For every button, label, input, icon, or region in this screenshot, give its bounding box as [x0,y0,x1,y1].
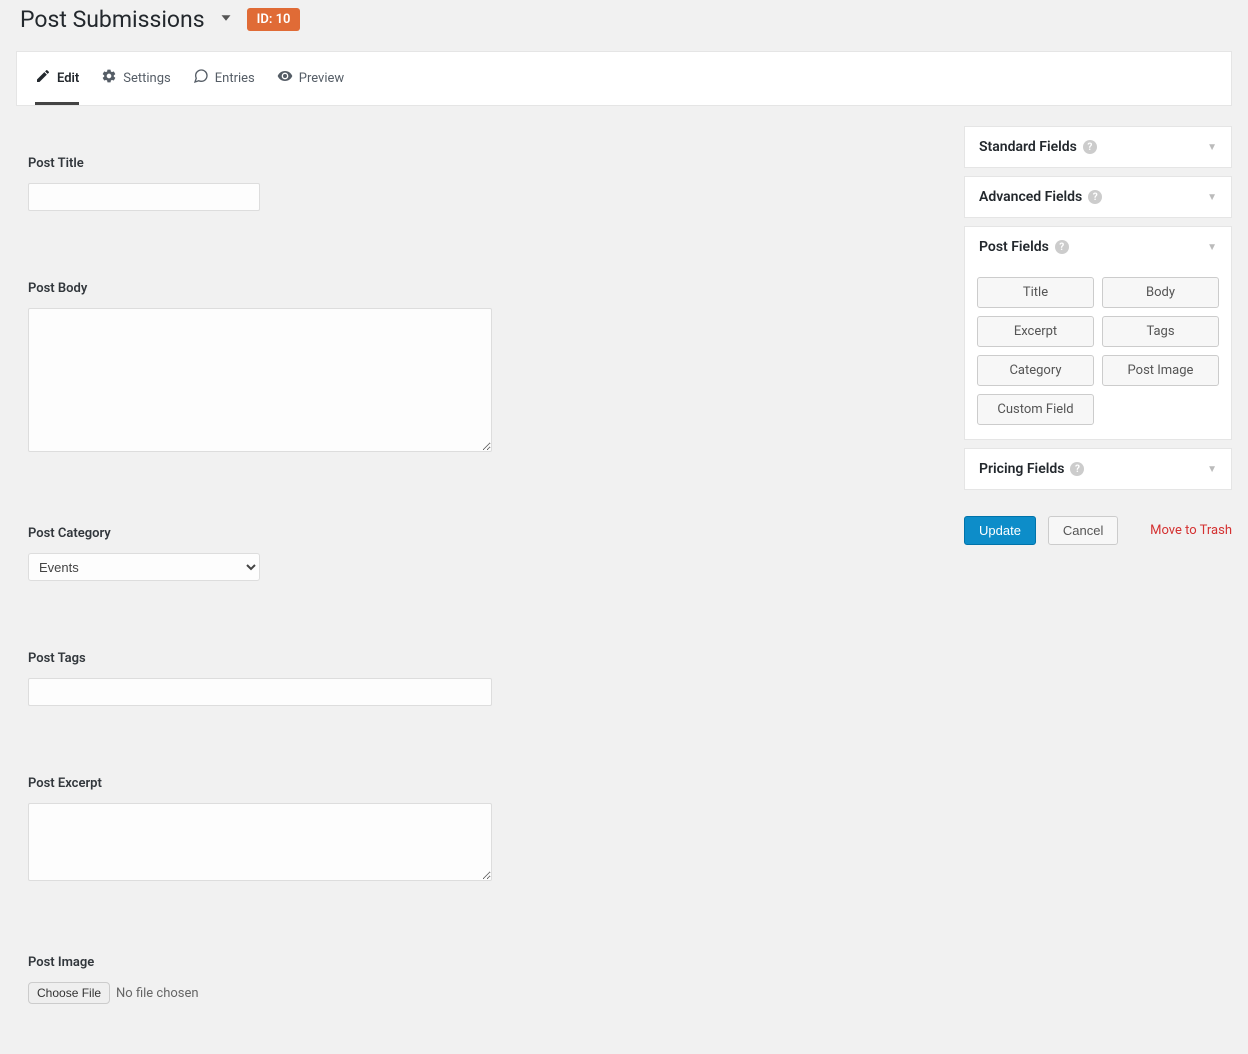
choose-file-button[interactable]: Choose File [28,982,110,1004]
post-excerpt-textarea[interactable] [28,803,492,881]
panel-title-text: Advanced Fields [979,189,1082,205]
post-category-select[interactable]: Events [28,553,260,581]
tab-label: Edit [57,71,79,86]
post-title-input[interactable] [28,183,260,211]
panel-pricing-fields: Pricing Fields ? ▼ [964,448,1232,490]
panel-standard-fields: Standard Fields ? ▼ [964,126,1232,168]
help-icon[interactable]: ? [1083,140,1097,154]
cancel-button[interactable]: Cancel [1048,516,1118,545]
panel-title-text: Standard Fields [979,139,1077,155]
tab-label: Preview [299,71,344,86]
field-label: Post Tags [28,651,944,666]
add-category-button[interactable]: Category [977,355,1094,386]
panel-toggle[interactable]: Post Fields ? ▼ [965,227,1231,267]
tab-bar: Edit Settings Entries Preview [16,51,1232,106]
add-body-button[interactable]: Body [1102,277,1219,308]
field-post-image: Post Image Choose File No file chosen [28,955,944,1004]
help-icon[interactable]: ? [1088,190,1102,204]
panel-toggle[interactable]: Pricing Fields ? ▼ [965,449,1231,489]
field-post-tags: Post Tags [28,651,944,706]
chevron-down-icon[interactable] [217,9,235,31]
form-actions: Update Cancel Move to Trash [964,516,1232,545]
page-header: Post Submissions ID: 10 [16,0,1232,39]
post-tags-input[interactable] [28,678,492,706]
post-body-textarea[interactable] [28,308,492,452]
field-post-excerpt: Post Excerpt [28,776,944,885]
field-label: Post Body [28,281,944,296]
field-post-category: Post Category Events [28,526,944,581]
add-title-button[interactable]: Title [977,277,1094,308]
move-to-trash-link[interactable]: Move to Trash [1150,523,1232,538]
form-editor: Post Title Post Body Post Category Event… [16,126,944,1014]
panel-toggle[interactable]: Advanced Fields ? ▼ [965,177,1231,217]
panel-title-text: Post Fields [979,239,1049,255]
panel-toggle[interactable]: Standard Fields ? ▼ [965,127,1231,167]
page-title: Post Submissions [20,6,205,33]
file-status: No file chosen [116,986,199,1001]
add-excerpt-button[interactable]: Excerpt [977,316,1094,347]
tab-edit[interactable]: Edit [35,52,79,105]
caret-icon: ▼ [1207,464,1217,475]
tab-label: Entries [215,71,255,86]
field-post-body: Post Body [28,281,944,456]
update-button[interactable]: Update [964,516,1036,545]
tab-entries[interactable]: Entries [193,52,255,105]
field-label: Post Title [28,156,944,171]
comment-icon [193,68,209,88]
panel-post-fields: Post Fields ? ▼ Title Body Excerpt Tags … [964,226,1232,440]
field-label: Post Excerpt [28,776,944,791]
edit-icon [35,68,51,88]
panel-body: Title Body Excerpt Tags Category Post Im… [965,267,1231,439]
eye-icon [277,68,293,88]
panel-title-text: Pricing Fields [979,461,1064,477]
field-label: Post Image [28,955,944,970]
caret-icon: ▼ [1207,242,1217,253]
tab-preview[interactable]: Preview [277,52,344,105]
field-post-title: Post Title [28,156,944,211]
tab-settings[interactable]: Settings [101,52,170,105]
panel-advanced-fields: Advanced Fields ? ▼ [964,176,1232,218]
id-badge: ID: 10 [247,8,301,31]
tab-label: Settings [123,71,170,86]
fields-sidebar: Standard Fields ? ▼ Advanced Fields ? ▼ [964,126,1232,1014]
add-tags-button[interactable]: Tags [1102,316,1219,347]
help-icon[interactable]: ? [1055,240,1069,254]
field-label: Post Category [28,526,944,541]
add-post-image-button[interactable]: Post Image [1102,355,1219,386]
help-icon[interactable]: ? [1070,462,1084,476]
caret-icon: ▼ [1207,142,1217,153]
gear-icon [101,68,117,88]
caret-icon: ▼ [1207,192,1217,203]
add-custom-field-button[interactable]: Custom Field [977,394,1094,425]
